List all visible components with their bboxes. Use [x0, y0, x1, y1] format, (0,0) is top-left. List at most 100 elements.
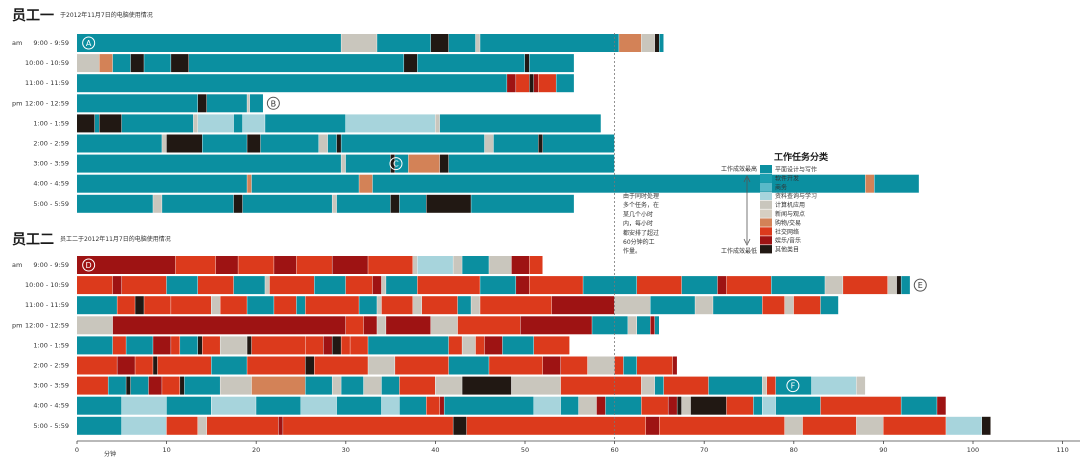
- segment-social: [381, 296, 413, 315]
- segment-social: [475, 336, 485, 355]
- segment-social: [247, 356, 306, 375]
- segment-design: [77, 74, 507, 93]
- segment-ref: [381, 396, 400, 415]
- segment-social: [197, 276, 234, 295]
- legend-label: 商务: [775, 183, 787, 191]
- segment-ent: [274, 256, 297, 274]
- segment-design: [251, 174, 359, 193]
- segment-app: [784, 416, 803, 435]
- segment-social: [269, 276, 315, 295]
- segment-other: [180, 376, 185, 395]
- segment-design: [249, 94, 263, 113]
- marker-label: E: [918, 281, 923, 290]
- segment-ent: [112, 316, 346, 335]
- segment-app: [341, 34, 377, 52]
- segment-ent: [332, 256, 368, 274]
- segment-design: [753, 396, 763, 415]
- segment-ent: [596, 396, 606, 415]
- segment-design: [775, 376, 812, 395]
- x-tick-label: 100: [967, 446, 979, 454]
- segment-other: [426, 194, 471, 213]
- row-time-label: 11:00 - 11:59: [25, 301, 69, 309]
- segment-social: [538, 74, 556, 93]
- segment-other: [390, 194, 400, 213]
- segment-social: [529, 256, 543, 274]
- segment-design: [77, 174, 247, 193]
- segment-other: [462, 376, 512, 395]
- segment-app: [856, 376, 866, 395]
- row-time-label: 1:00 - 1:59: [33, 119, 69, 127]
- segment-design: [247, 296, 274, 315]
- segment-design: [126, 336, 153, 355]
- row-time-label: 10:00 - 10:59: [25, 59, 69, 67]
- marker-label: B: [271, 99, 277, 108]
- segment-ent: [117, 356, 135, 375]
- segment-other: [336, 134, 341, 153]
- segment-other: [130, 54, 144, 73]
- legend-swatch-dev: [760, 173, 772, 183]
- segment-other: [247, 134, 261, 153]
- segment-design: [77, 94, 198, 113]
- legend-swatch-app: [760, 200, 772, 209]
- segment-other: [99, 114, 122, 133]
- segment-app: [475, 34, 480, 52]
- segment-app: [211, 296, 220, 315]
- segment-other: [305, 356, 315, 375]
- segment-design: [77, 396, 122, 415]
- segment-social: [793, 296, 821, 315]
- segment-design: [256, 396, 301, 415]
- segment-design: [556, 74, 574, 93]
- segment-design: [605, 396, 642, 415]
- legend-label: 软件开发: [775, 174, 799, 182]
- segment-other: [896, 276, 901, 295]
- legend-label: 购物/交易: [775, 219, 801, 227]
- x-tick-label: 0: [75, 446, 79, 454]
- marker-label: D: [86, 261, 92, 270]
- segment-design: [592, 316, 628, 335]
- row-time-label: 4:00 - 4:59: [33, 402, 69, 410]
- period-label: am: [12, 261, 22, 269]
- segment-app: [381, 276, 386, 295]
- segment-social: [637, 276, 682, 295]
- segment-design: [166, 276, 198, 295]
- x-tick-label: 70: [700, 446, 708, 454]
- segment-design: [260, 134, 319, 153]
- segment-shop: [619, 34, 642, 52]
- segment-social: [135, 356, 153, 375]
- segment-social: [314, 356, 368, 375]
- segment-social: [516, 74, 530, 93]
- segment-app: [471, 296, 480, 315]
- row-time-label: 12:00 - 12:59: [25, 99, 69, 107]
- segment-design: [296, 296, 306, 315]
- row-time-label: 3:00 - 3:59: [33, 160, 69, 168]
- segment-design: [399, 396, 427, 415]
- row-time-label: 9:00 - 9:59: [33, 39, 69, 47]
- x-tick-label: 60: [610, 446, 618, 454]
- segment-design: [901, 396, 937, 415]
- note-line: 内，每小时: [623, 220, 653, 228]
- segment-social: [489, 356, 543, 375]
- legend-label: 新闻与观点: [775, 210, 805, 218]
- segment-ent: [439, 396, 444, 415]
- segment-shop: [247, 174, 252, 193]
- legend-swatch-ref: [760, 191, 772, 200]
- segment-app: [162, 134, 167, 153]
- segment-other: [233, 194, 243, 213]
- segment-design: [184, 376, 220, 395]
- segment-design: [108, 376, 126, 395]
- segment-social: [274, 296, 297, 315]
- segment-design: [471, 194, 574, 213]
- segment-other: [439, 154, 449, 173]
- x-tick-label: 50: [521, 446, 529, 454]
- segment-app: [489, 256, 512, 274]
- segment-app: [265, 276, 270, 295]
- segment-design: [180, 336, 198, 355]
- segment-ref: [345, 114, 435, 133]
- segment-design: [327, 134, 337, 153]
- marker-circle: [913, 278, 927, 292]
- segment-other: [135, 296, 144, 315]
- segment-social: [345, 316, 364, 335]
- row-time-label: 11:00 - 11:59: [25, 79, 69, 87]
- marker-circle: [786, 379, 800, 393]
